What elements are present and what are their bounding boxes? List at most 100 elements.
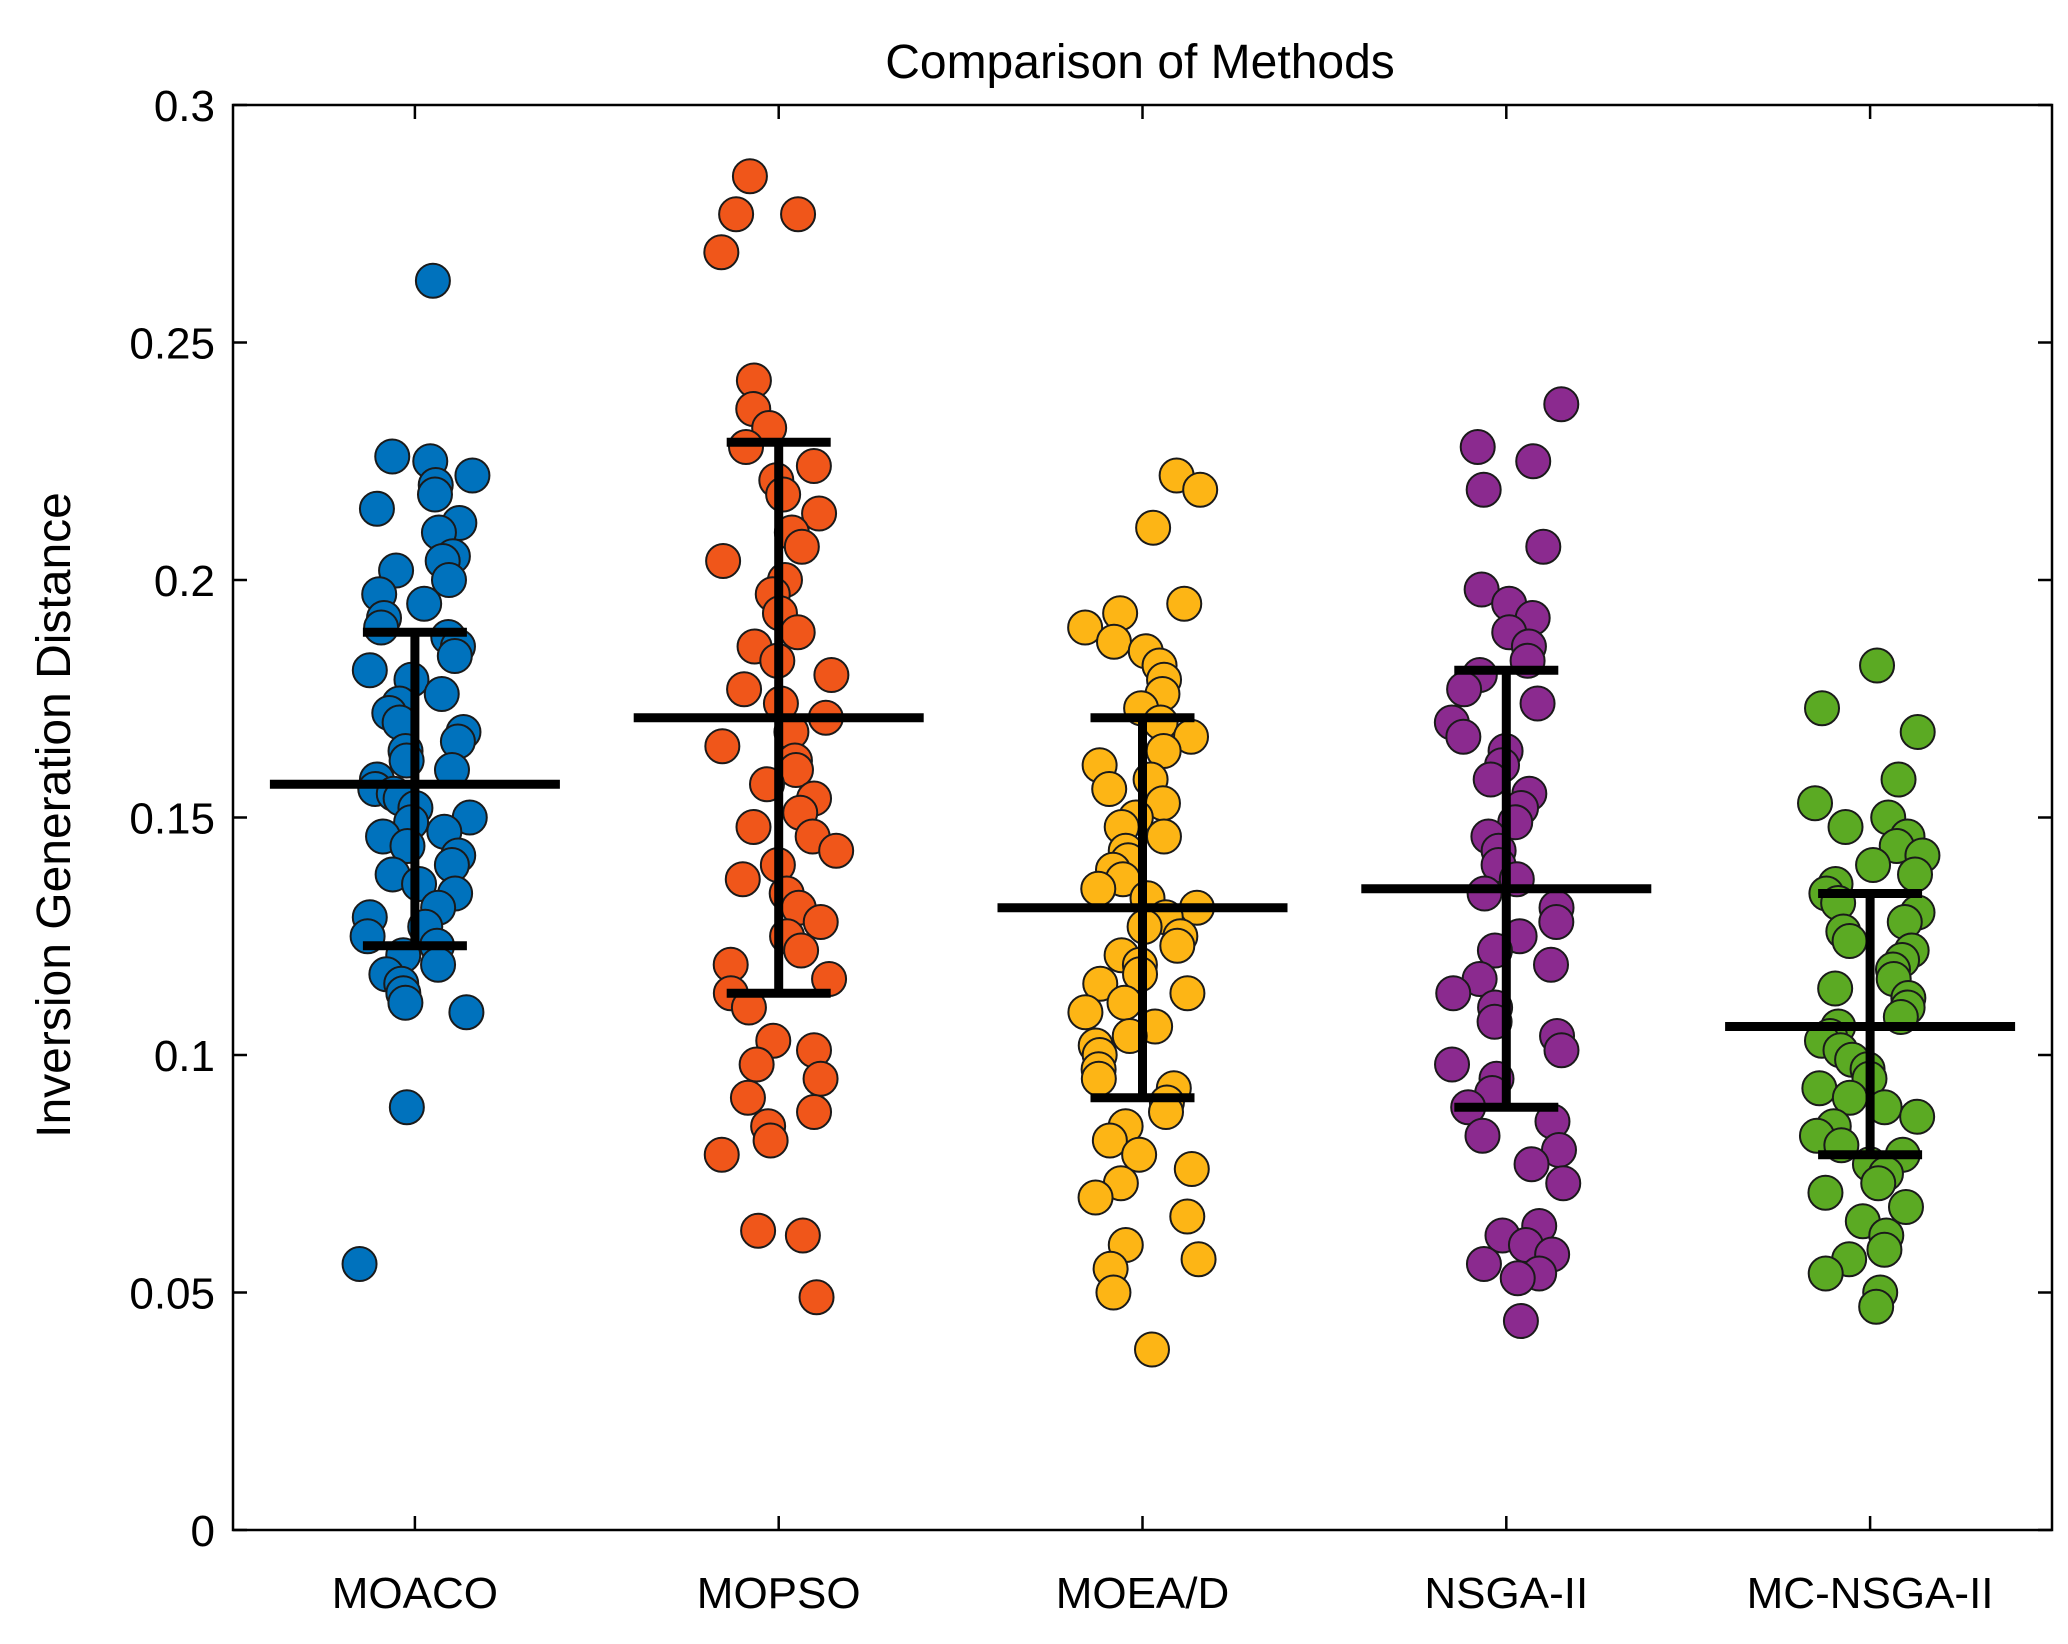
data-point [423,676,460,712]
data-point [416,476,453,513]
data-point [703,1136,740,1173]
data-point [1855,847,1892,883]
data-point [1858,1288,1895,1325]
data-point [1166,585,1203,622]
data-point [813,657,850,693]
data-point [1831,923,1868,959]
data-point [1533,946,1570,983]
data-point [1525,528,1562,565]
data-point [1159,927,1196,964]
data-point [729,1079,766,1116]
data-point [1173,1151,1210,1187]
data-point [784,1217,821,1254]
x-tick-label: MC-NSGA-II [1747,1569,1994,1618]
data-point [388,1089,425,1126]
data-point [1502,1303,1539,1339]
x-tick-label: MOPSO [697,1569,861,1618]
data-point [1182,471,1219,508]
y-tick-label: 0.05 [129,1270,215,1319]
data-point [1080,870,1117,907]
data-point [1464,1117,1501,1154]
data-point [1887,1189,1924,1225]
data-point [802,1060,839,1097]
data-point [1804,690,1841,727]
data-point [1095,623,1132,660]
data-point [1091,771,1128,807]
data-point [1880,761,1917,798]
y-axis-label: Inversion Generation Distance [28,492,81,1138]
data-point [740,1212,777,1249]
chart-title: Comparison of Methods [885,36,1395,89]
data-point [1866,1231,1903,1268]
data-point [1067,609,1104,646]
data-point [752,1122,789,1159]
data-point [1445,718,1482,755]
data-point [1499,1260,1536,1297]
x-tick-label: MOACO [332,1569,498,1618]
data-point [1860,1165,1897,1202]
data-point [801,495,838,532]
data-point [1095,1274,1132,1311]
data-point [1801,1070,1838,1107]
data-point [727,429,764,465]
data-point [783,528,820,565]
data-point [1543,386,1580,423]
data-point [818,832,855,869]
data-point [1827,809,1864,845]
data-point [1106,984,1143,1021]
data-point [1077,1179,1114,1216]
data-point [1797,785,1834,822]
data-point [1807,1255,1844,1292]
tick-layer: 0 0.05 0.1 0.15 0.2 0.25 0.3 MOACO MOPSO MOEA/D NS… [129,82,2052,1618]
data-point [1169,975,1206,1012]
data-point [1180,1241,1217,1278]
data-point [430,562,467,598]
data-point [1091,1122,1128,1159]
data-point [1459,429,1496,465]
x-tick-label: NSGA-II [1424,1569,1588,1618]
y-tick-label: 0.2 [154,557,215,606]
data-point [731,158,768,195]
data-point [1134,1331,1171,1368]
data-point [1434,1046,1471,1083]
data-point [374,438,411,475]
data-point [779,614,816,651]
data-point [735,809,772,845]
data-point [718,196,755,233]
plot-area-frame [231,103,2054,1532]
data-point [1121,1136,1158,1173]
y-tick-label: 0 [191,1507,215,1556]
stat-layer [269,437,2016,1160]
data-point [796,1094,833,1130]
data-point [795,448,832,484]
data-point [802,904,839,940]
data-point [1466,875,1503,912]
y-tick-label: 0.25 [129,320,215,369]
data-point [420,946,457,983]
data-point [704,728,741,765]
data-point [726,671,763,708]
data-point [351,652,388,689]
data-point [1145,818,1182,855]
data-point [436,638,473,674]
data-point [738,1046,775,1083]
data-point [414,262,451,299]
data-point [798,1279,835,1316]
data-point [724,861,761,898]
data-point [1465,471,1502,508]
data-point [1135,509,1172,546]
data-point [363,609,400,646]
data-point [1435,975,1472,1012]
data-point [703,234,740,271]
data-point [705,543,742,579]
data-point [387,984,424,1021]
data-point [1538,904,1575,940]
data-point [1465,1246,1502,1282]
data-point [1515,443,1552,480]
y-tick-label: 0.15 [129,795,215,844]
data-point [1899,714,1936,750]
data-point [1080,1060,1117,1097]
data-point [454,457,491,494]
